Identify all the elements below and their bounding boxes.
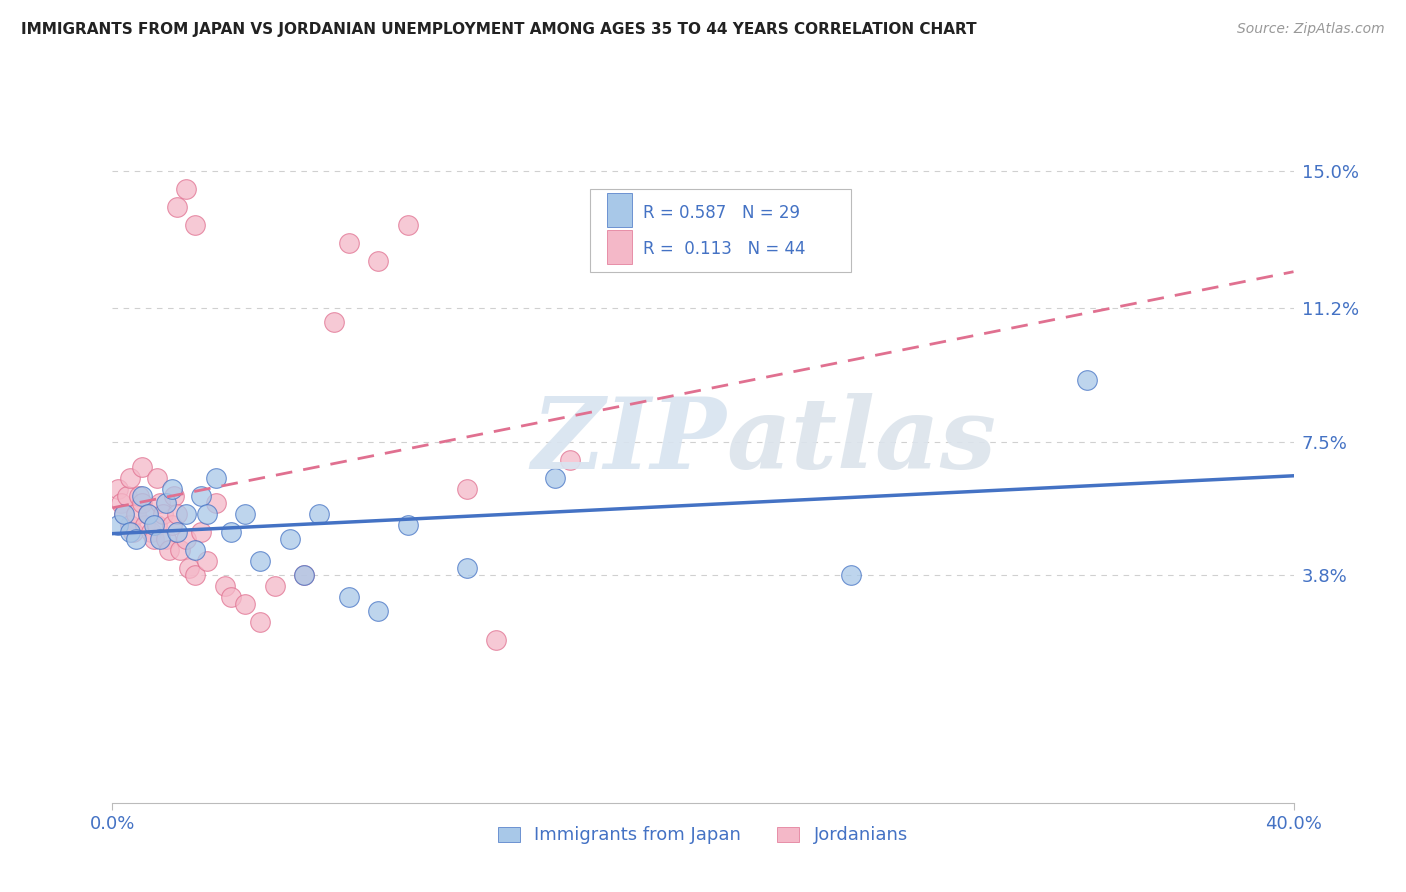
- Point: [396, 218, 419, 232]
- Point: [179, 561, 201, 575]
- Point: [110, 496, 132, 510]
- Point: [1076, 373, 1098, 387]
- Point: [120, 470, 142, 484]
- Point: [195, 554, 218, 568]
- Point: [112, 507, 135, 521]
- Text: ZIP: ZIP: [531, 393, 727, 490]
- Point: [337, 590, 360, 604]
- Point: [166, 507, 188, 521]
- Point: [264, 579, 287, 593]
- Point: [142, 517, 165, 532]
- Point: [120, 517, 142, 532]
- Point: [249, 615, 271, 630]
- Point: [149, 532, 172, 546]
- Text: IMMIGRANTS FROM JAPAN VS JORDANIAN UNEMPLOYMENT AMONG AGES 35 TO 44 YEARS CORREL: IMMIGRANTS FROM JAPAN VS JORDANIAN UNEMP…: [21, 22, 977, 37]
- Point: [292, 568, 315, 582]
- Point: [160, 482, 183, 496]
- Point: [136, 507, 159, 521]
- Point: [278, 532, 301, 546]
- Point: [146, 470, 169, 484]
- Point: [131, 489, 153, 503]
- Point: [233, 597, 256, 611]
- Point: [128, 489, 150, 503]
- Point: [337, 235, 360, 250]
- Point: [174, 532, 197, 546]
- Point: [120, 524, 142, 539]
- Point: [205, 496, 228, 510]
- Point: [157, 542, 180, 557]
- Point: [139, 524, 162, 539]
- Text: R =  0.113   N = 44: R = 0.113 N = 44: [644, 240, 806, 258]
- Point: [107, 517, 129, 532]
- Point: [396, 517, 419, 532]
- Point: [142, 532, 165, 546]
- Point: [122, 524, 145, 539]
- Point: [112, 507, 135, 521]
- Point: [367, 604, 389, 618]
- Point: [558, 452, 582, 467]
- Point: [184, 218, 207, 232]
- Point: [233, 507, 256, 521]
- Point: [249, 554, 271, 568]
- Legend: Immigrants from Japan, Jordanians: Immigrants from Japan, Jordanians: [491, 819, 915, 852]
- Point: [292, 568, 315, 582]
- Text: Source: ZipAtlas.com: Source: ZipAtlas.com: [1237, 22, 1385, 37]
- Point: [155, 532, 177, 546]
- Point: [190, 489, 212, 503]
- Point: [117, 489, 138, 503]
- Point: [214, 579, 236, 593]
- Text: atlas: atlas: [727, 393, 997, 490]
- Point: [839, 568, 862, 582]
- Point: [184, 542, 207, 557]
- Point: [190, 524, 212, 539]
- Point: [219, 590, 242, 604]
- Point: [149, 496, 172, 510]
- Point: [134, 517, 156, 532]
- Point: [146, 517, 169, 532]
- Point: [174, 182, 197, 196]
- Text: R = 0.587   N = 29: R = 0.587 N = 29: [644, 203, 800, 221]
- Point: [155, 496, 177, 510]
- Point: [195, 507, 218, 521]
- Point: [163, 489, 186, 503]
- Point: [152, 507, 174, 521]
- Point: [125, 532, 148, 546]
- Point: [205, 470, 228, 484]
- Point: [131, 459, 153, 474]
- Point: [125, 507, 148, 521]
- Point: [323, 315, 346, 329]
- Point: [131, 496, 153, 510]
- Point: [166, 200, 188, 214]
- Point: [107, 482, 129, 496]
- Point: [367, 253, 389, 268]
- Point: [544, 470, 567, 484]
- Point: [219, 524, 242, 539]
- Point: [456, 561, 478, 575]
- Point: [169, 542, 191, 557]
- Point: [485, 633, 508, 648]
- Point: [174, 507, 197, 521]
- Point: [184, 568, 207, 582]
- Point: [308, 507, 330, 521]
- Point: [456, 482, 478, 496]
- Point: [166, 524, 188, 539]
- Point: [136, 507, 159, 521]
- Point: [160, 517, 183, 532]
